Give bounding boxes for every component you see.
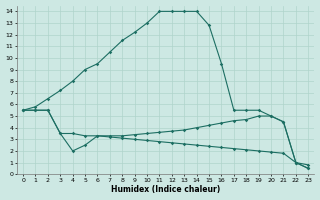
X-axis label: Humidex (Indice chaleur): Humidex (Indice chaleur) (111, 185, 220, 194)
